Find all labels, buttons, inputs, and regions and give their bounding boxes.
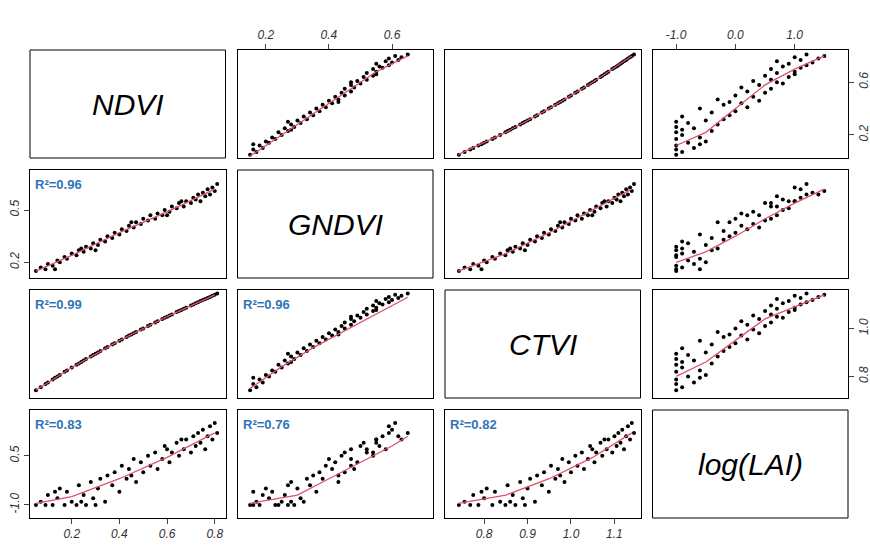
svg-text:0.9: 0.9 [519, 527, 536, 541]
svg-text:0.6: 0.6 [159, 527, 176, 541]
svg-text:0.2: 0.2 [857, 124, 870, 141]
svg-text:log(LAI): log(LAI) [698, 448, 803, 481]
svg-text:R²=0.83: R²=0.83 [35, 417, 82, 432]
svg-text:R²=0.82: R²=0.82 [450, 417, 497, 432]
svg-text:0.5: 0.5 [8, 200, 22, 217]
svg-text:-1.0: -1.0 [666, 28, 687, 42]
svg-text:-1.0: -1.0 [8, 492, 22, 513]
svg-text:0.2: 0.2 [258, 28, 275, 42]
svg-text:1.0: 1.0 [857, 318, 870, 335]
svg-text:R²=0.99: R²=0.99 [35, 297, 82, 312]
svg-text:NDVI: NDVI [92, 88, 164, 121]
svg-text:R²=0.76: R²=0.76 [243, 417, 290, 432]
svg-text:0.4: 0.4 [321, 28, 338, 42]
svg-text:1.1: 1.1 [606, 527, 623, 541]
svg-text:GNDVI: GNDVI [288, 208, 383, 241]
svg-text:R²=0.96: R²=0.96 [35, 177, 82, 192]
svg-text:1.0: 1.0 [563, 527, 580, 541]
svg-text:0.2: 0.2 [63, 527, 80, 541]
svg-text:0.8: 0.8 [206, 527, 223, 541]
svg-text:R²=0.96: R²=0.96 [243, 297, 290, 312]
svg-text:0.4: 0.4 [111, 527, 128, 541]
svg-text:0.8: 0.8 [857, 366, 870, 383]
svg-text:1.0: 1.0 [786, 28, 803, 42]
svg-text:0.5: 0.5 [8, 445, 22, 462]
svg-text:CTVI: CTVI [509, 328, 577, 361]
svg-text:0.2: 0.2 [8, 252, 22, 269]
svg-text:0.6: 0.6 [384, 28, 401, 42]
svg-text:0.8: 0.8 [476, 527, 493, 541]
svg-text:0.6: 0.6 [857, 72, 870, 89]
svg-text:0.0: 0.0 [727, 28, 744, 42]
